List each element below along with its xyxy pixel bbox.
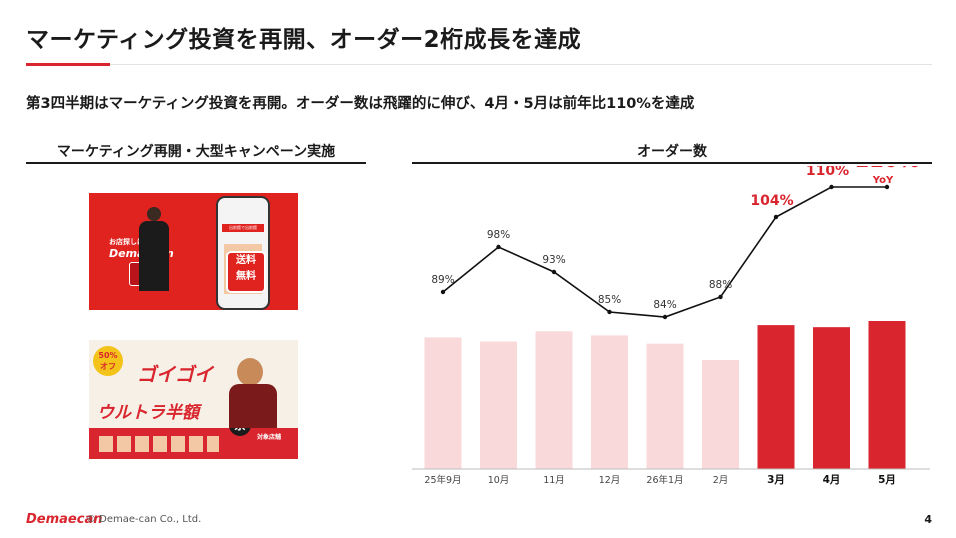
- ad1-phone-banner: 出前館で出前館: [222, 224, 264, 232]
- bar-3: [591, 335, 628, 469]
- x-label-6: 3月: [767, 474, 785, 486]
- bar-2: [535, 331, 573, 469]
- bar-8: [868, 321, 906, 469]
- ad2-food-strip: [99, 436, 219, 452]
- yoy-title: YoY: [872, 175, 894, 186]
- yoy-marker-7: [829, 184, 834, 190]
- ad2-note: 対象店舗: [257, 434, 282, 441]
- bar-0: [424, 337, 462, 469]
- right-section-rule: [412, 162, 932, 164]
- x-label-1: 10月: [488, 475, 510, 486]
- yoy-label-2: 93%: [542, 254, 565, 266]
- page-title: マーケティング投資を再開、オーダー2桁成長を達成: [26, 27, 582, 53]
- yoy-marker-5: [718, 294, 723, 300]
- yoy-label-5: 88%: [709, 279, 732, 291]
- campaign-ad-image-2: 50% オフ ゴイゴイ ウルトラ半額 祭 対象店舗: [89, 340, 298, 459]
- yoy-marker-6: [773, 214, 779, 220]
- x-label-4: 26年1月: [646, 474, 683, 486]
- yoy-label-0: 89%: [431, 274, 454, 286]
- left-section-label: マーケティング再開・大型キャンペーン実施: [56, 144, 336, 160]
- yoy-marker-2: [551, 269, 557, 275]
- ad1-tagline: お店探しは、: [109, 238, 151, 246]
- x-label-3: 12月: [599, 475, 621, 486]
- page-subtitle: 第3四半期はマーケティング投資を再開。オーダー数は飛躍的に伸び、4月・5月は前年…: [26, 96, 695, 112]
- ad2-person-body: [229, 384, 277, 428]
- badge-line-2: 無料: [236, 271, 256, 282]
- yoy-label-3: 85%: [598, 294, 621, 306]
- yoy-label-7: 110%: [806, 166, 849, 179]
- page-number: 4: [924, 513, 932, 526]
- yoy-label-4: 84%: [653, 299, 676, 311]
- title-accent-bar: [26, 63, 110, 66]
- yoy-marker-1: [496, 244, 501, 250]
- yoy-marker-0: [440, 289, 446, 295]
- yoy-label-1: 98%: [487, 229, 510, 241]
- bar-6: [757, 325, 795, 469]
- ad2-discount-badge: 50% オフ: [93, 346, 123, 376]
- yoy-marker-3: [607, 309, 612, 315]
- ad2-person-head: [237, 358, 263, 386]
- footer-copyright: © Demae-can Co., Ltd.: [86, 514, 202, 525]
- x-label-0: 25年9月: [424, 474, 461, 486]
- yoy-line: [442, 186, 887, 318]
- bars-group: [424, 321, 906, 469]
- bar-5: [702, 360, 739, 469]
- ad2-badge-percent: 50%: [98, 351, 118, 360]
- yoy-marker-8: [884, 184, 890, 190]
- left-section-rule: [26, 162, 366, 164]
- free-delivery-badge: 送料 無料: [226, 251, 266, 293]
- x-labels-group: 25年9月 10月 11月 12月 26年1月 2月 3月 4月 5月: [424, 474, 895, 486]
- ad1-person-body: [139, 221, 169, 291]
- yoy-label-8: 110%: [855, 166, 920, 172]
- orders-chart: 89% 98% 93% 85% 84% 88% 104% 110% 110% 25年9月 10月 1…: [412, 166, 930, 486]
- ad1-person-head: [147, 207, 161, 221]
- x-label-8: 5月: [878, 474, 896, 486]
- x-label-2: 11月: [543, 475, 565, 486]
- campaign-ad-image-1: お店探しは、 Demaecan 出前館で出前館 送料 無料: [89, 193, 298, 310]
- ad2-headline-1: ゴイゴイ: [137, 364, 214, 386]
- yoy-markers-group: [440, 184, 890, 320]
- right-section-label: オーダー数: [637, 144, 707, 160]
- ad2-headline-2: ウルトラ半額: [97, 403, 199, 423]
- yoy-label-6: 104%: [750, 193, 793, 209]
- bar-1: [480, 341, 517, 469]
- title-divider: [26, 64, 932, 65]
- badge-line-1: 送料: [236, 255, 256, 266]
- footer-logo: Demaecan: [26, 512, 103, 527]
- x-label-5: 2月: [713, 475, 729, 486]
- yoy-labels-group: 89% 98% 93% 85% 84% 88% 104% 110% 110%: [431, 166, 919, 311]
- ad2-badge-off: オフ: [100, 362, 116, 371]
- bar-4: [646, 343, 684, 469]
- x-label-7: 4月: [823, 474, 841, 486]
- yoy-marker-4: [662, 314, 668, 320]
- bar-7: [813, 327, 850, 469]
